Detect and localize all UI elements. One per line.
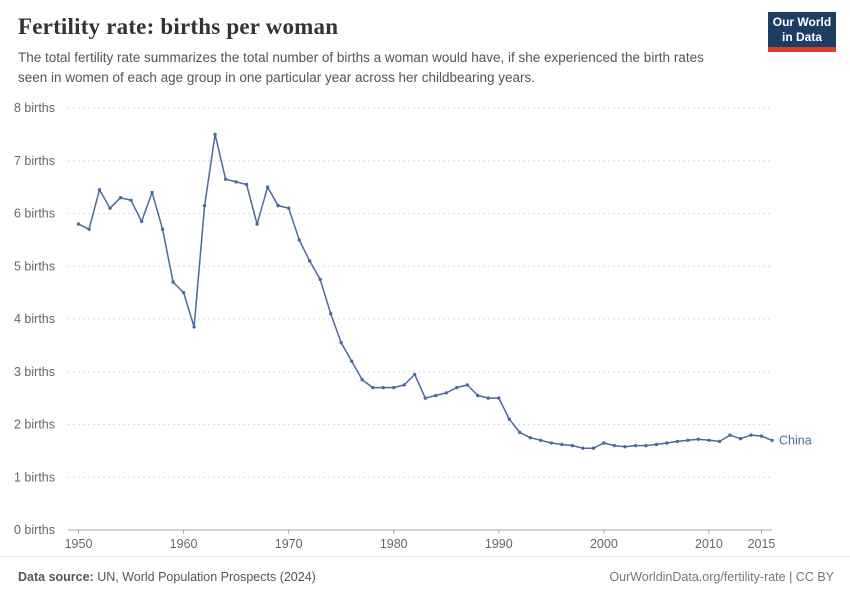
svg-text:1950: 1950 — [65, 537, 93, 551]
svg-text:7 births: 7 births — [14, 154, 55, 168]
gridlines — [68, 107, 772, 535]
data-source: Data source: UN, World Population Prospe… — [18, 570, 316, 584]
owid-logo-line1: Our World — [772, 15, 832, 29]
svg-text:1960: 1960 — [170, 537, 198, 551]
svg-text:6 births: 6 births — [14, 207, 55, 221]
svg-text:2 births: 2 births — [14, 418, 55, 432]
series-china: China — [76, 132, 812, 451]
svg-text:2010: 2010 — [695, 537, 723, 551]
footer-link[interactable]: OurWorldinData.org/fertility-rate | CC B… — [609, 570, 834, 584]
axis-labels: 0 births 1 births 2 births 3 births 4 births… — [14, 101, 775, 551]
svg-text:1 births: 1 births — [14, 470, 55, 484]
svg-text:5 births: 5 births — [14, 259, 55, 273]
svg-text:2000: 2000 — [590, 537, 618, 551]
page-title: Fertility rate: births per woman — [18, 14, 339, 39]
svg-text:1980: 1980 — [380, 537, 408, 551]
owid-logo-line2: in Data — [781, 30, 822, 44]
svg-text:8 births: 8 births — [14, 101, 55, 115]
owid-logo-red-bar — [768, 47, 836, 52]
data-source-text: UN, World Population Prospects (2024) — [93, 570, 316, 584]
fertility-chart-svg: 0 births 1 births 2 births 3 births 4 births… — [14, 101, 812, 551]
svg-text:2015: 2015 — [748, 537, 776, 551]
svg-text:1970: 1970 — [275, 537, 303, 551]
svg-text:1990: 1990 — [485, 537, 513, 551]
series-end-label-china: China — [779, 433, 812, 447]
owid-logo[interactable]: Our World in Data — [768, 12, 836, 52]
svg-text:3 births: 3 births — [14, 365, 55, 379]
chart-footer: Data source: UN, World Population Prospe… — [0, 556, 850, 600]
svg-text:0 births: 0 births — [14, 523, 55, 537]
chart-header: Fertility rate: births per woman Our Wor… — [0, 0, 850, 87]
data-source-label: Data source: — [18, 570, 94, 584]
chart-subtitle: The total fertility rate summarizes the … — [18, 50, 704, 85]
svg-text:4 births: 4 births — [14, 312, 55, 326]
